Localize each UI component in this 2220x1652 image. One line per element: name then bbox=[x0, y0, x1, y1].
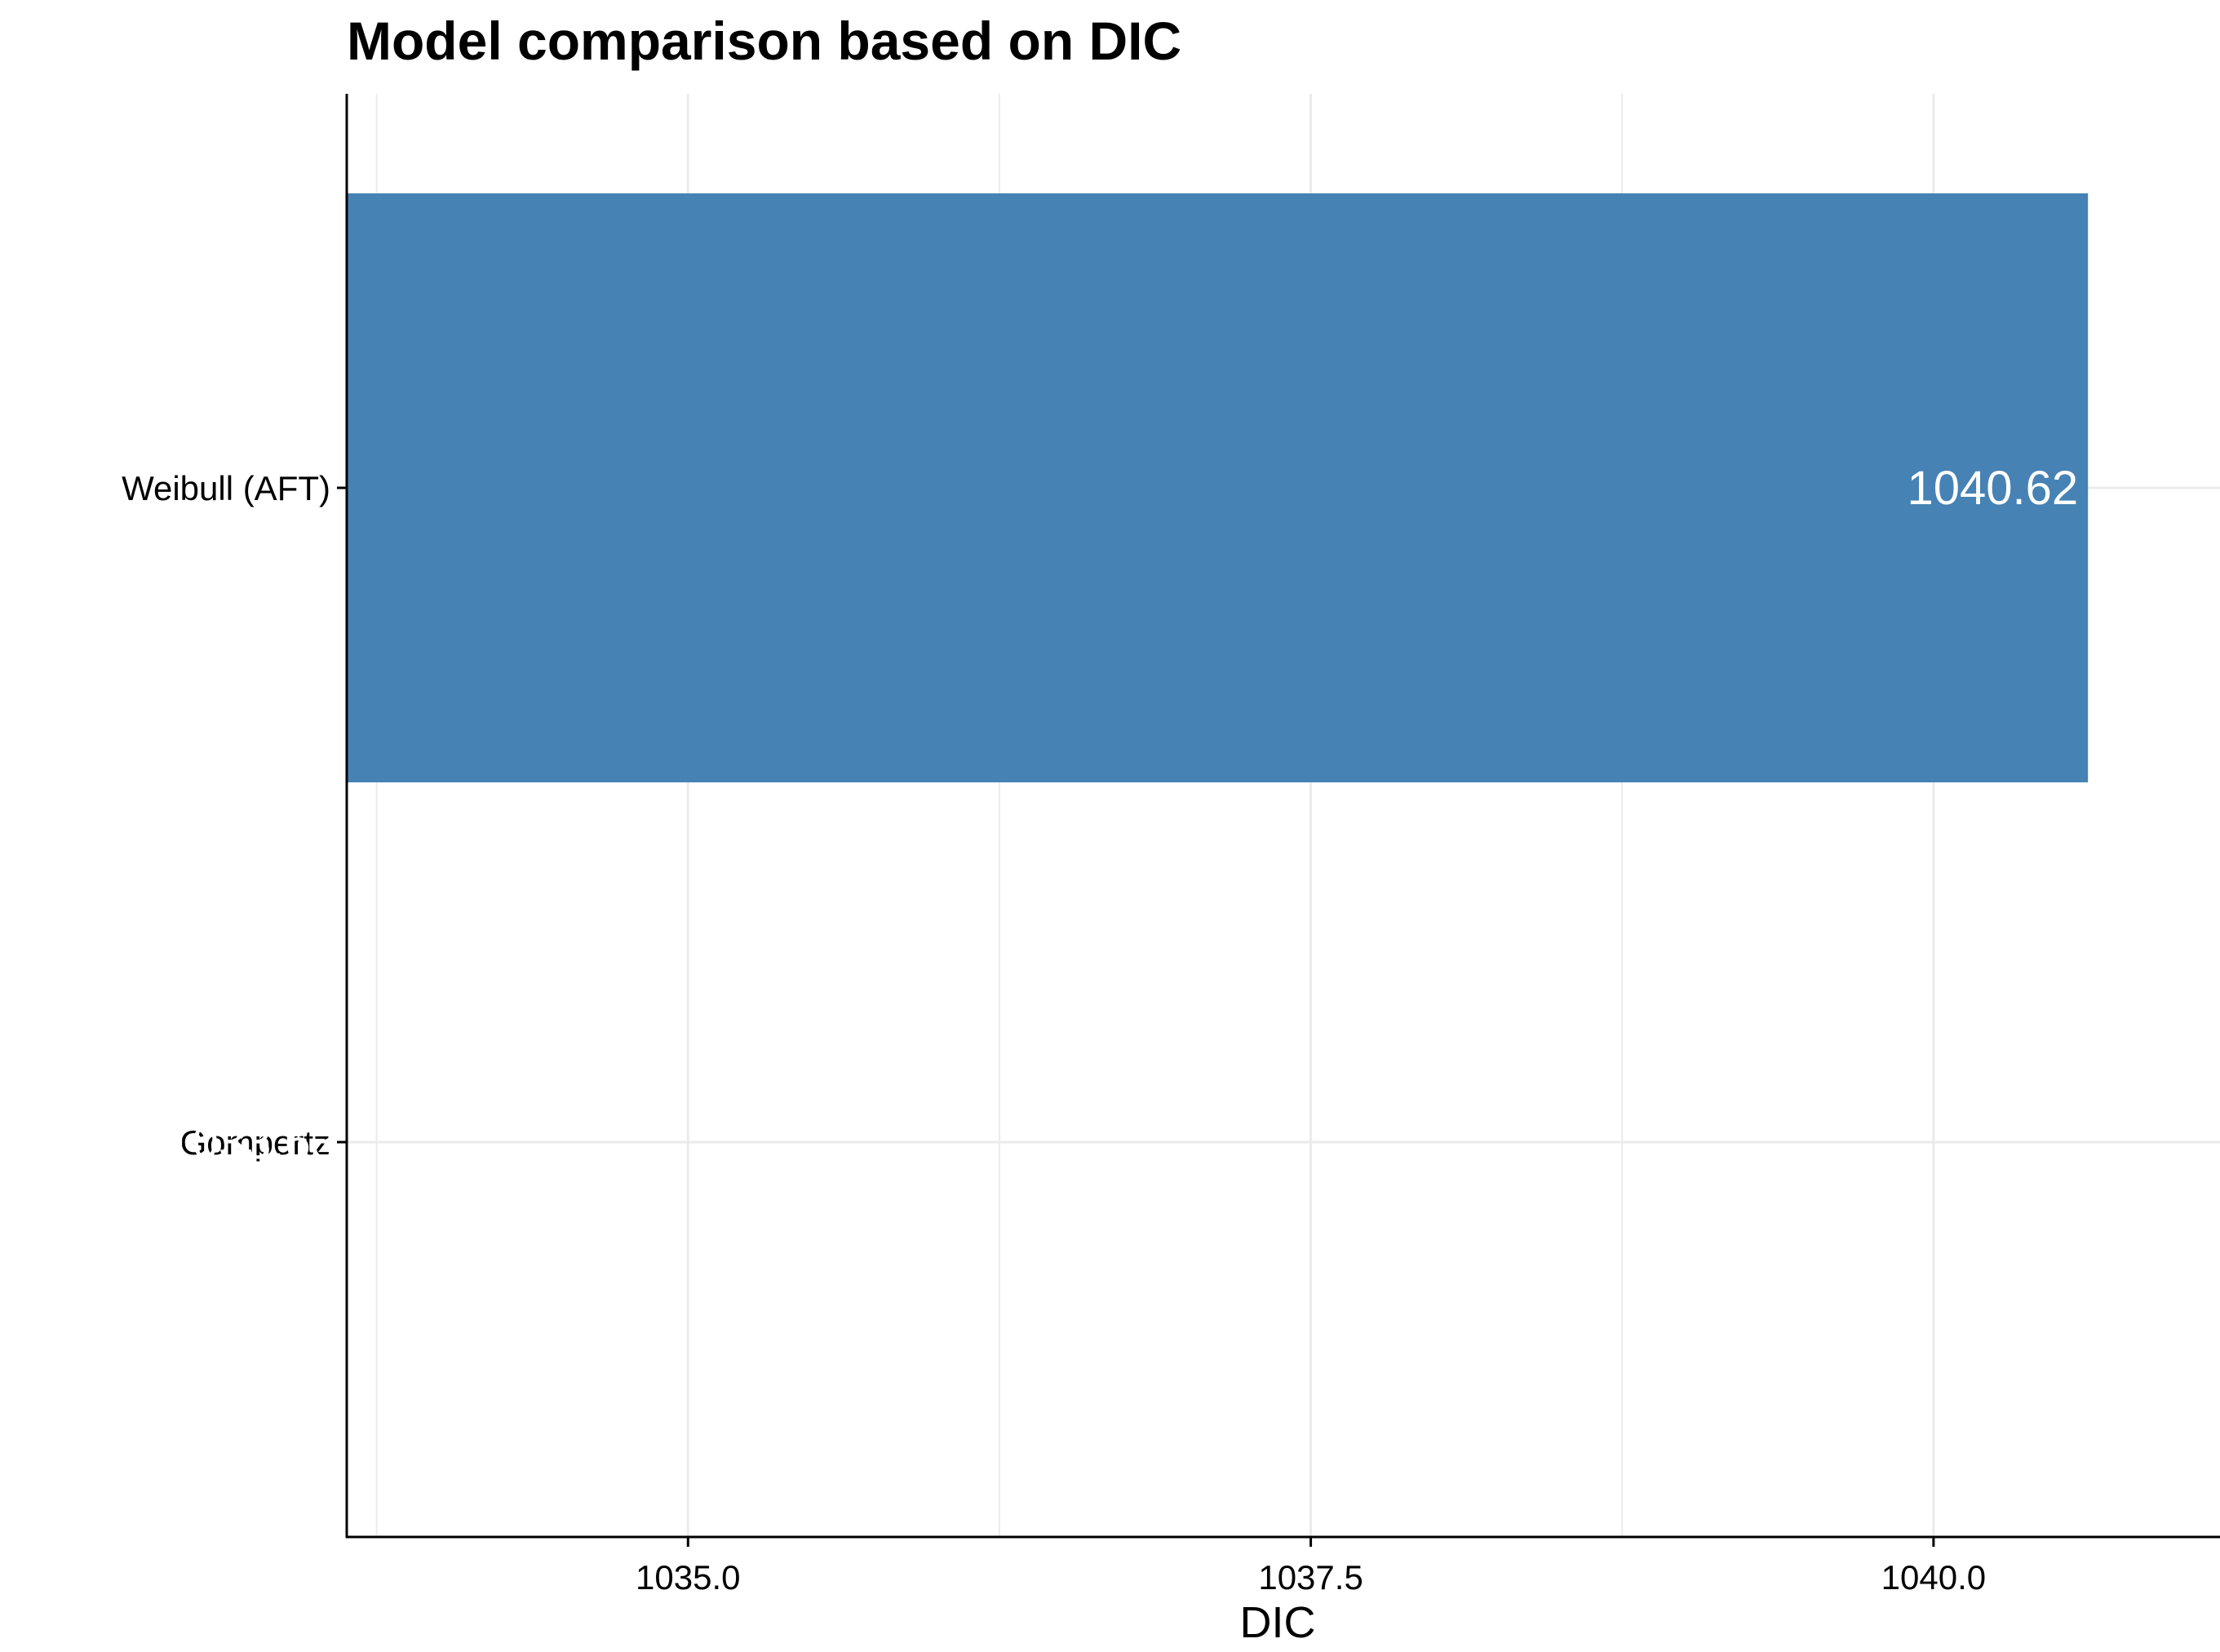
bar-value-label: 1040.62 bbox=[1908, 462, 2079, 515]
bars bbox=[347, 193, 2089, 782]
bar-weibull-aft bbox=[347, 193, 2089, 782]
bar-value-label: 1033.63 bbox=[166, 1116, 337, 1169]
y-tick-label: Gompertz bbox=[180, 1123, 330, 1162]
x-tick-label: 1035.0 bbox=[636, 1558, 740, 1597]
bar-labels: 1033.63 1040.62 bbox=[166, 462, 2078, 1169]
y-tick-label: Weibull (AFT) bbox=[122, 469, 330, 507]
chart-title: Model comparison based on DIC bbox=[347, 11, 1181, 71]
x-tick-label: 1037.5 bbox=[1258, 1558, 1363, 1597]
x-tick-label: 1040.0 bbox=[1881, 1558, 1986, 1597]
ticks: 1035.0 1037.5 1040.0 Gompertz Weibull (AFT) bbox=[122, 469, 1986, 1597]
axes bbox=[345, 94, 2220, 1539]
x-axis-title: DIC bbox=[1240, 1598, 1316, 1647]
